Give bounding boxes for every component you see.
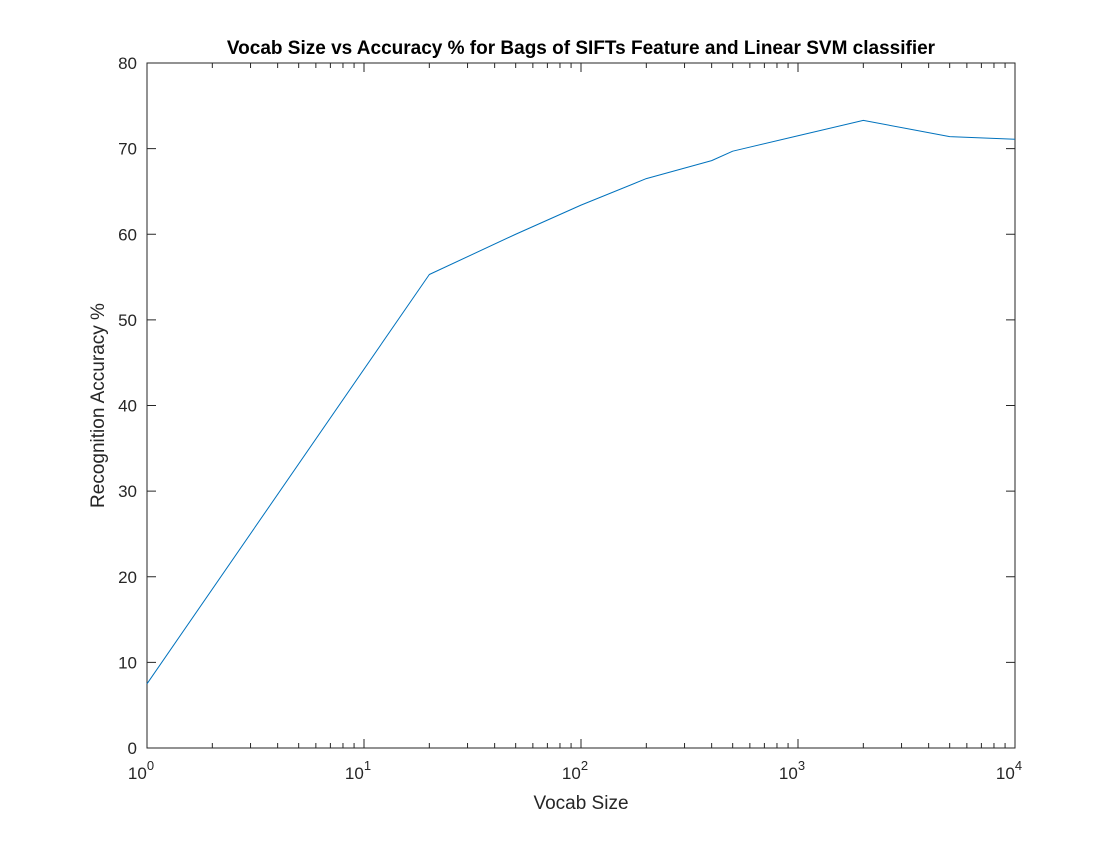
- series-layer: [146, 119, 1016, 685]
- x-tick-label-exponent: 1: [364, 758, 371, 773]
- x-tick-label-base: 10: [562, 764, 581, 783]
- x-tick-labels: 100 101 102 103 104: [128, 758, 1022, 783]
- y-tick-label: 80: [118, 54, 137, 73]
- y-tick-label: 70: [118, 140, 137, 159]
- x-tick-label-exponent: 3: [798, 758, 805, 773]
- x-minor-ticks: [211, 63, 1006, 748]
- x-tick-label-exponent: 0: [147, 758, 154, 773]
- y-tick-label: 30: [118, 482, 137, 501]
- y-tick-labels: 0 10 20 30 40 50 60 70 80: [118, 54, 137, 758]
- y-tick-label: 60: [118, 225, 137, 244]
- y-tick-label: 0: [128, 739, 137, 758]
- x-tick-label: 102: [562, 758, 588, 783]
- plot-area: [146, 62, 1016, 749]
- major-ticks: [146, 62, 1016, 749]
- x-tick-label-base: 10: [345, 764, 364, 783]
- x-tick-label: 101: [345, 758, 371, 783]
- x-tick-label-exponent: 2: [581, 758, 588, 773]
- y-tick-label: 40: [118, 397, 137, 416]
- x-tick-label-base: 10: [996, 764, 1015, 783]
- series-line: [146, 119, 1016, 685]
- x-tick-label-exponent: 4: [1015, 758, 1022, 773]
- x-axis-label: Vocab Size: [533, 793, 628, 814]
- chart-title: Vocab Size vs Accuracy % for Bags of SIF…: [227, 38, 936, 59]
- axes-box: [146, 62, 1016, 749]
- x-tick-label: 100: [128, 758, 154, 783]
- y-tick-label: 20: [118, 568, 137, 587]
- x-tick-label-base: 10: [779, 764, 798, 783]
- x-tick-label: 104: [996, 758, 1022, 783]
- x-tick-label-base: 10: [128, 764, 147, 783]
- y-tick-label: 50: [118, 311, 137, 330]
- y-tick-label: 10: [118, 653, 137, 672]
- x-tick-label: 103: [779, 758, 805, 783]
- y-axis-label: Recognition Accuracy %: [88, 303, 109, 508]
